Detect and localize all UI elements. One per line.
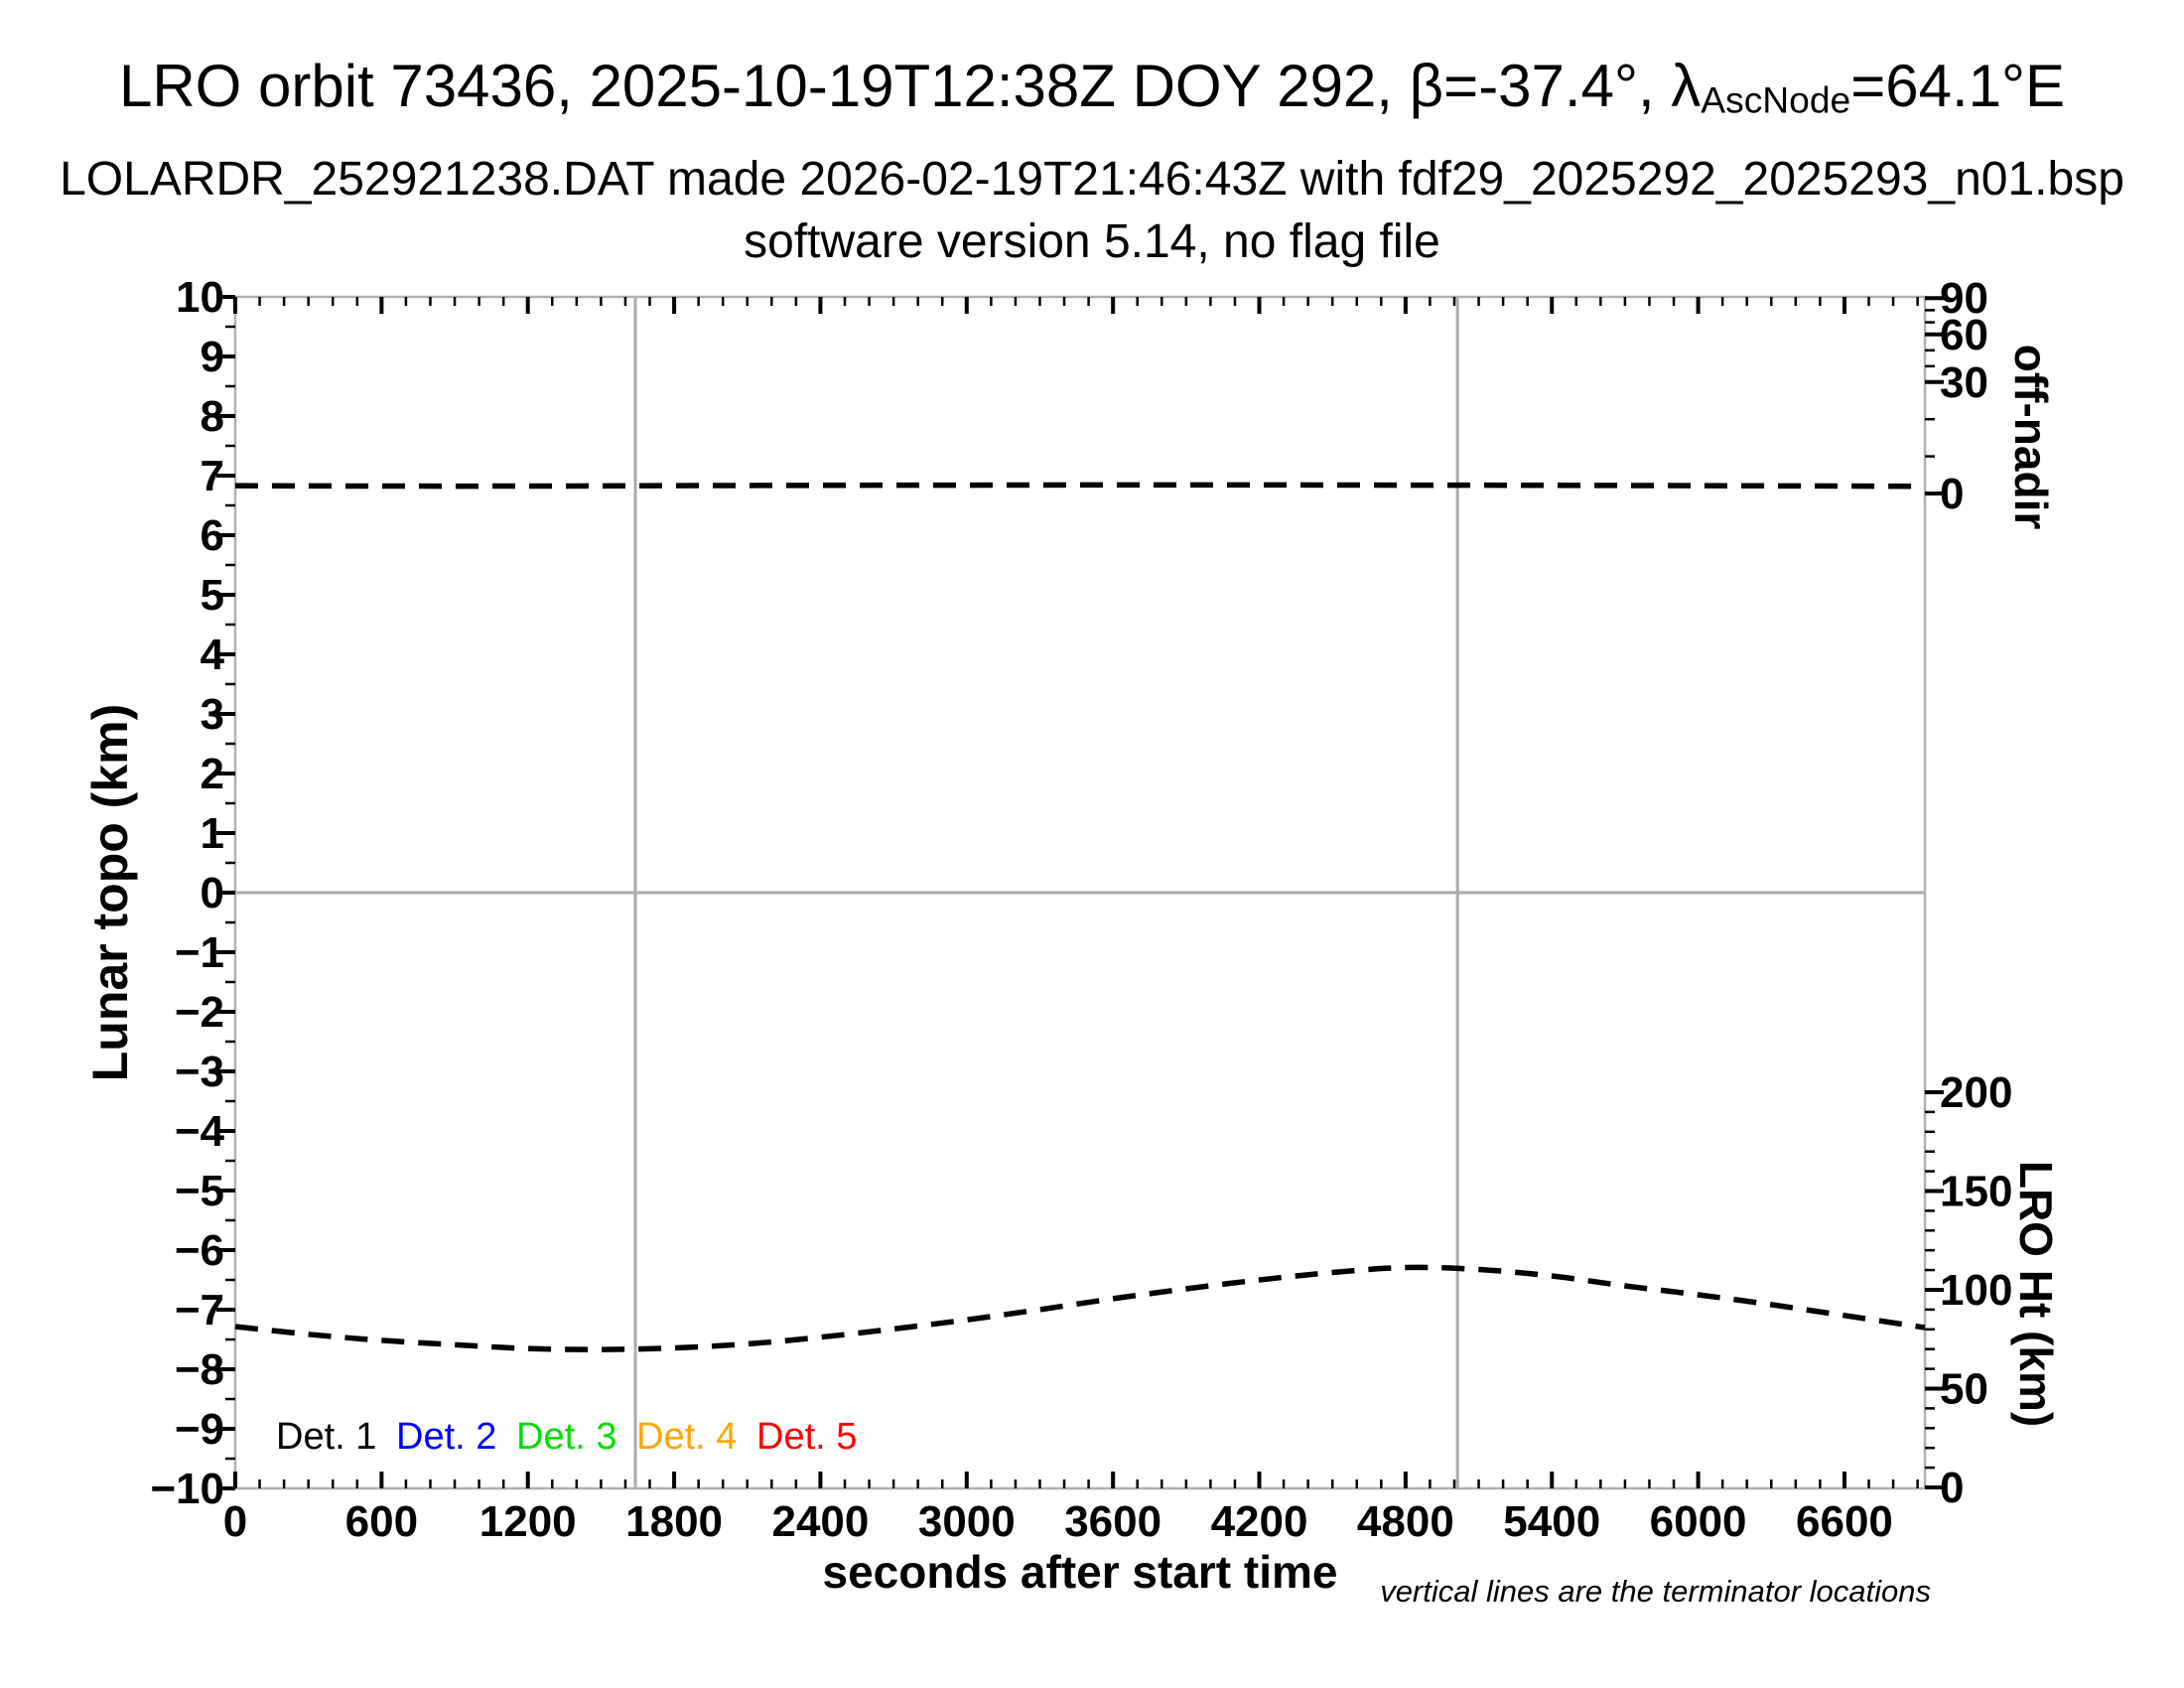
svg-text:1: 1 <box>201 809 224 858</box>
terminator-footnote: vertical lines are the terminator locati… <box>1380 1574 1931 1609</box>
svg-text:−10: −10 <box>150 1465 224 1513</box>
svg-text:7: 7 <box>201 452 224 500</box>
plot-frame <box>233 295 1927 1490</box>
plot-title-suffix: =64.1°E <box>1850 53 2066 119</box>
svg-text:3: 3 <box>201 690 224 739</box>
svg-text:−7: −7 <box>175 1286 224 1335</box>
svg-text:150: 150 <box>1940 1167 2012 1215</box>
svg-text:90: 90 <box>1940 274 1988 323</box>
plot-title-main: LRO orbit 73436, 2025-10-19T12:38Z DOY 2… <box>118 53 1702 119</box>
legend-item-det-2: Det. 2 <box>396 1416 497 1458</box>
y-axis-title-lro-height: LRO Ht (km) <box>2010 1161 2062 1427</box>
svg-text:−9: −9 <box>175 1405 224 1454</box>
x-axis: 0 600 1200 1800 2400 3000 3600 4200 4800 5400 6000… <box>223 297 1919 1546</box>
svg-text:100: 100 <box>1940 1266 2012 1315</box>
svg-text:0: 0 <box>1940 1464 1964 1512</box>
legend: Det. 1 Det. 2 Det. 3 Det. 4 Det. 5 <box>0 1416 2184 1462</box>
svg-text:0: 0 <box>223 1497 247 1546</box>
reference-lines <box>235 297 1925 1488</box>
y-axis-title-lunar-topo: Lunar topo (km) <box>82 704 138 1082</box>
y-axis-lro-height: 200 150 100 50 0 LRO Ht (km) <box>1925 1068 2062 1512</box>
svg-text:−4: −4 <box>175 1107 225 1156</box>
svg-text:8: 8 <box>201 392 224 441</box>
curve-lro-height <box>234 1264 1926 1352</box>
plot-title: LRO orbit 73436, 2025-10-19T12:38Z DOY 2… <box>0 52 2184 122</box>
svg-text:−6: −6 <box>175 1226 224 1275</box>
y-axis-title-off-nadir: off-nadir <box>2005 345 2057 530</box>
svg-text:10: 10 <box>176 273 224 322</box>
svg-text:5: 5 <box>201 571 224 620</box>
svg-text:9: 9 <box>201 333 224 381</box>
svg-text:4: 4 <box>201 631 225 679</box>
plot-title-subscript: AscNode <box>1701 78 1851 121</box>
svg-text:2400: 2400 <box>771 1497 869 1546</box>
svg-text:200: 200 <box>1940 1068 2012 1117</box>
svg-text:1200: 1200 <box>479 1497 577 1546</box>
svg-text:1800: 1800 <box>625 1497 723 1546</box>
svg-text:3600: 3600 <box>1064 1497 1161 1546</box>
svg-text:4800: 4800 <box>1357 1497 1454 1546</box>
curve-off-nadir-angle <box>234 482 1926 490</box>
svg-text:6: 6 <box>201 511 224 560</box>
svg-text:6600: 6600 <box>1796 1497 1893 1546</box>
svg-text:−5: −5 <box>175 1167 224 1215</box>
curves <box>234 482 1926 1352</box>
svg-text:0: 0 <box>1940 470 1964 518</box>
svg-text:5400: 5400 <box>1503 1497 1600 1546</box>
svg-text:30: 30 <box>1940 358 1988 407</box>
svg-text:6000: 6000 <box>1650 1497 1747 1546</box>
plot-subtitle-version: software version 5.14, no flag file <box>744 215 1440 268</box>
svg-text:−1: −1 <box>175 928 224 977</box>
svg-text:3000: 3000 <box>918 1497 1016 1546</box>
svg-text:−3: −3 <box>175 1048 224 1096</box>
svg-text:0: 0 <box>201 869 224 917</box>
x-axis-title: seconds after start time <box>822 1546 1338 1598</box>
legend-item-det-4: Det. 4 <box>636 1416 738 1458</box>
svg-text:50: 50 <box>1940 1364 1988 1413</box>
legend-item-det-1: Det. 1 <box>276 1416 377 1458</box>
svg-text:2: 2 <box>201 750 224 798</box>
svg-text:−2: −2 <box>175 988 224 1037</box>
legend-item-det-3: Det. 3 <box>516 1416 617 1458</box>
svg-text:4200: 4200 <box>1211 1497 1308 1546</box>
plot-subtitle-file: LOLARDR_252921238.DAT made 2026-02-19T21… <box>60 153 2124 206</box>
svg-text:600: 600 <box>345 1497 418 1546</box>
legend-item-det-5: Det. 5 <box>756 1416 858 1458</box>
svg-text:−8: −8 <box>175 1345 224 1394</box>
svg-text:60: 60 <box>1940 311 1988 359</box>
